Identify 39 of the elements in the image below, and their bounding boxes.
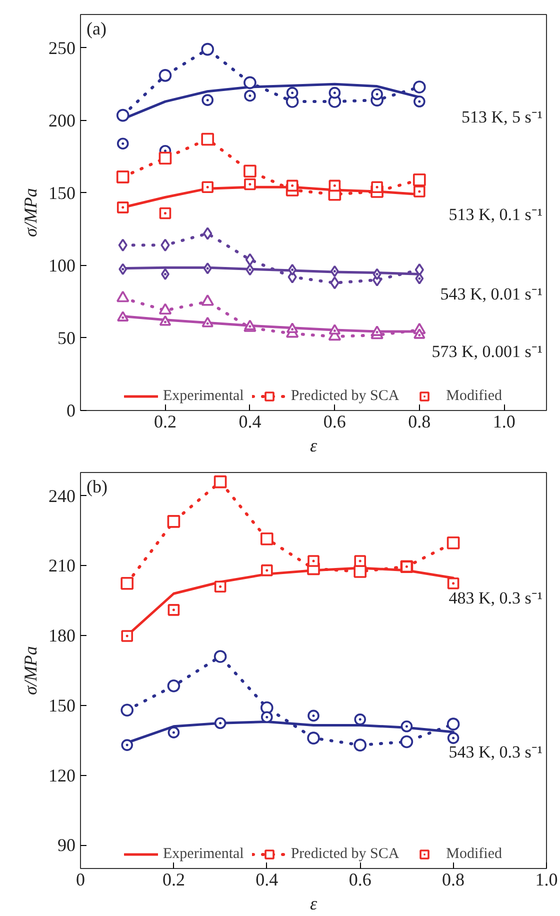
annotation: 513 K, 0.1 s⁻¹: [448, 204, 543, 224]
legend-label: Predicted by SCA: [290, 388, 400, 404]
x-tick-label: 1.0: [535, 870, 558, 890]
x-axis-title: ε: [310, 894, 318, 914]
y-axis-title: σ/MPa: [20, 646, 40, 695]
legend-label: Modified: [446, 388, 502, 404]
annotation: 543 K, 0.3 s⁻¹: [448, 742, 543, 762]
x-axis-title: ε: [310, 436, 318, 456]
x-tick-label: 0.8: [442, 870, 465, 890]
legend-label: Experimental: [163, 388, 244, 404]
y-tick-label: 200: [48, 110, 76, 130]
y-tick-label: 210: [48, 556, 76, 576]
chart-title: (a): [86, 18, 106, 38]
y-tick-label: 250: [48, 38, 76, 58]
y-tick-label: 50: [58, 328, 76, 348]
annotation: 513 K, 5 s⁻¹: [462, 108, 543, 127]
y-tick-label: 100: [48, 255, 76, 276]
legend-label: Modified: [446, 846, 502, 862]
annotation: 483 K, 0.3 s⁻¹: [448, 588, 543, 608]
annotation: 573 K, 0.001 s⁻¹: [432, 342, 543, 361]
x-tick-label: 0.6: [323, 412, 346, 432]
y-axis-title: σ/MPa: [20, 188, 40, 237]
annotation: 543 K, 0.01 s⁻¹: [440, 284, 543, 304]
y-tick-label: 240: [48, 486, 76, 506]
x-tick-label: 1.0: [492, 412, 516, 432]
x-tick-label: 0.8: [408, 412, 431, 432]
y-tick-label: 150: [48, 182, 76, 203]
y-tick-label: 90: [58, 835, 76, 856]
x-tick-label: 0.4: [256, 870, 278, 890]
x-tick-label: 0.2: [154, 412, 176, 432]
y-tick-label: 120: [48, 765, 76, 786]
y-tick-label: 180: [48, 626, 76, 646]
x-tick-label: 0.6: [348, 870, 372, 890]
x-tick-label: 0.2: [162, 870, 185, 890]
chart-title: (b): [86, 476, 108, 496]
legend-label: Predicted by SCA: [290, 846, 400, 862]
x-tick-label: 0.4: [238, 412, 262, 432]
legend-label: Experimental: [163, 846, 244, 862]
y-tick-label: 150: [48, 695, 76, 716]
